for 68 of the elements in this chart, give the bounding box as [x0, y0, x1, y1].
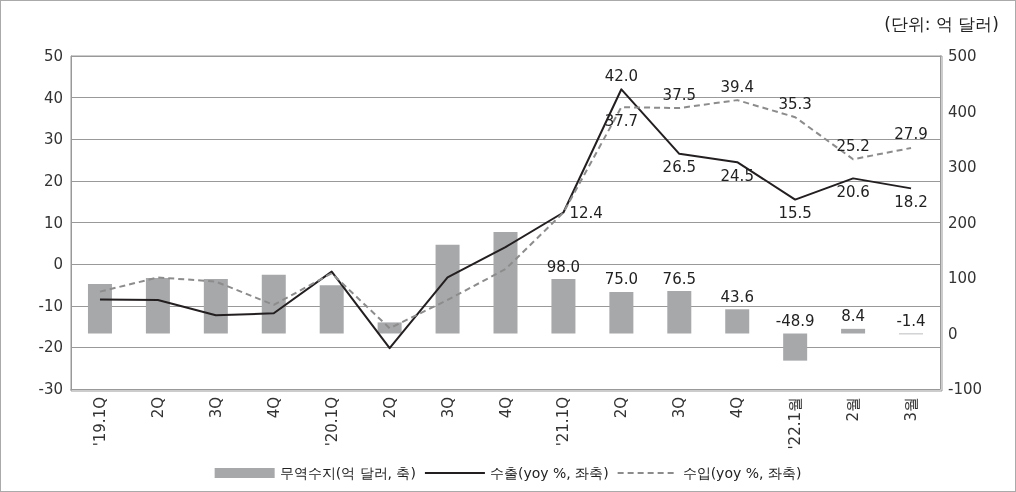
data-label: 35.3: [778, 94, 812, 113]
bar: [87, 284, 112, 334]
y2-tick-label: 300: [948, 158, 977, 176]
bar: [783, 333, 808, 361]
x-tick-label: '19.1Q: [90, 397, 109, 447]
legend-label: 수출(yoy %, 좌축): [489, 465, 609, 481]
bar: [203, 279, 228, 334]
x-tick-label: 2Q: [148, 397, 167, 419]
bar: [609, 291, 634, 334]
y-tick-label: -30: [38, 380, 63, 398]
data-label: 18.2: [894, 192, 928, 211]
bar: [493, 231, 518, 334]
data-label: 24.5: [720, 166, 754, 185]
data-label: 39.4: [720, 77, 754, 96]
bar: [145, 278, 170, 334]
x-tick-label: 3Q: [670, 397, 689, 419]
x-tick-label: 4Q: [496, 397, 515, 419]
legend-label: 무역수지(억 달러, 축): [279, 465, 416, 481]
data-label: 98.0: [546, 257, 581, 276]
data-label: -48.9: [775, 312, 815, 330]
y-tick-label: 40: [43, 88, 63, 107]
text: (단위: 억 달러): [884, 13, 1000, 34]
bar: [261, 274, 286, 334]
x-tick-label: 3월: [902, 397, 921, 422]
y-tick-label: 10: [43, 213, 63, 232]
x-tick-label: '20.1Q: [322, 397, 341, 447]
data-label: 8.4: [841, 307, 866, 326]
y-tick-label: 20: [43, 171, 63, 190]
y2-tick-label: 200: [948, 213, 977, 232]
legend-label: 수입(yoy %, 좌축): [682, 465, 802, 481]
bar: [667, 291, 692, 334]
x-tick-label: 2월: [844, 397, 863, 422]
data-label: 37.7: [604, 111, 639, 130]
x-tick-label: 2Q: [380, 397, 399, 419]
x-tick-label: 2Q: [612, 397, 631, 419]
data-label: -1.4: [896, 312, 926, 330]
x-tick-label: '21.1Q: [554, 397, 573, 447]
data-label: 75.0: [604, 270, 639, 289]
y-tick-label: 30: [43, 130, 63, 149]
data-label: 12.4: [569, 203, 603, 222]
y-tick-label: -10: [38, 296, 63, 315]
y2-tick-label: -100: [948, 380, 983, 398]
data-label: 26.5: [662, 158, 696, 177]
data-label: 42.0: [604, 66, 639, 85]
data-label: 76.5: [662, 269, 696, 288]
x-tick-label: '22.1월: [786, 397, 805, 450]
data-label: 37.5: [662, 85, 696, 104]
y2-tick-label: 0: [948, 324, 958, 343]
data-label: 25.2: [836, 136, 870, 155]
bar: [319, 285, 344, 334]
bar: [551, 279, 576, 334]
x-tick-label: 3Q: [206, 397, 225, 419]
data-label: 43.6: [720, 287, 754, 306]
y-tick-label: 50: [43, 47, 63, 65]
bar: [841, 328, 866, 334]
y-tick-label: -20: [38, 338, 63, 357]
data-label: 15.5: [778, 204, 812, 223]
bar: [435, 244, 460, 334]
x-tick-label: 4Q: [264, 397, 283, 419]
bar: [725, 309, 750, 334]
y-tick-label: 0: [53, 255, 63, 274]
y2-tick-label: 500: [948, 47, 977, 65]
data-label: 20.6: [836, 182, 870, 201]
x-tick-label: 3Q: [438, 397, 457, 419]
y2-tick-label: 400: [948, 102, 977, 121]
y2-tick-label: 100: [948, 269, 977, 287]
x-tick-label: 4Q: [728, 397, 747, 419]
data-label: 27.9: [894, 125, 928, 144]
